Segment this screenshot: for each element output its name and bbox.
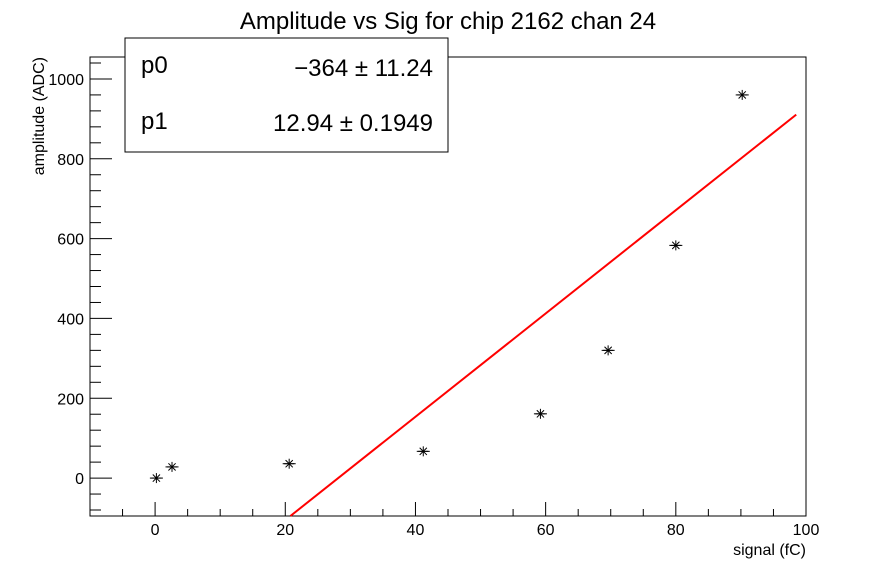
- y-tick-label: 1000: [48, 72, 84, 89]
- y-axis: 0 200 400 600 800 1000: [48, 62, 112, 511]
- y-tick-label: 400: [57, 311, 84, 328]
- data-point: [149, 473, 163, 484]
- point-marker-stroke: [671, 241, 680, 250]
- point-marker-stroke: [604, 346, 613, 355]
- data-point: [416, 446, 430, 457]
- stat-value-p0: −364 ± 11.24: [294, 55, 433, 82]
- data-point: [165, 461, 179, 472]
- stat-value-p1: 12.94 ± 0.1949: [273, 110, 433, 137]
- x-tick-label: 20: [276, 522, 294, 539]
- stats-box-frame: [124, 37, 449, 153]
- stats-box: p0 −364 ± 11.24 p1 12.94 ± 0.1949: [124, 37, 449, 153]
- fit-layer: [289, 113, 797, 517]
- point-marker-stroke: [152, 474, 161, 483]
- x-tick-label: 100: [793, 522, 820, 539]
- x-tick-label: 0: [151, 522, 160, 539]
- x-tick-label: 40: [407, 522, 425, 539]
- stat-name-p1: p1: [141, 108, 168, 135]
- points-layer: [149, 89, 749, 484]
- y-axis-title: amplitude (ADC): [31, 57, 48, 175]
- x-axis: 0 20 40 60 80 100: [89, 502, 820, 539]
- data-point: [282, 458, 296, 469]
- fit-line: [289, 113, 797, 517]
- y-tick-label: 600: [57, 232, 84, 249]
- point-marker-stroke: [738, 90, 747, 99]
- data-point: [735, 89, 749, 100]
- point-marker-stroke: [536, 409, 545, 418]
- data-point: [533, 408, 547, 419]
- x-tick-label: 60: [537, 522, 555, 539]
- x-axis-title: signal (fC): [733, 542, 806, 559]
- point-marker-stroke: [168, 462, 176, 471]
- data-point: [601, 345, 615, 356]
- y-tick-label: 0: [75, 471, 84, 488]
- stat-name-p0: p0: [141, 52, 168, 79]
- data-point: [669, 240, 683, 251]
- chart-title: Amplitude vs Sig for chip 2162 chan 24: [240, 8, 656, 35]
- point-marker-stroke: [285, 459, 294, 468]
- x-tick-label: 80: [667, 522, 685, 539]
- y-tick-label: 200: [57, 391, 84, 408]
- y-tick-label: 800: [57, 152, 84, 169]
- point-marker-stroke: [419, 447, 428, 456]
